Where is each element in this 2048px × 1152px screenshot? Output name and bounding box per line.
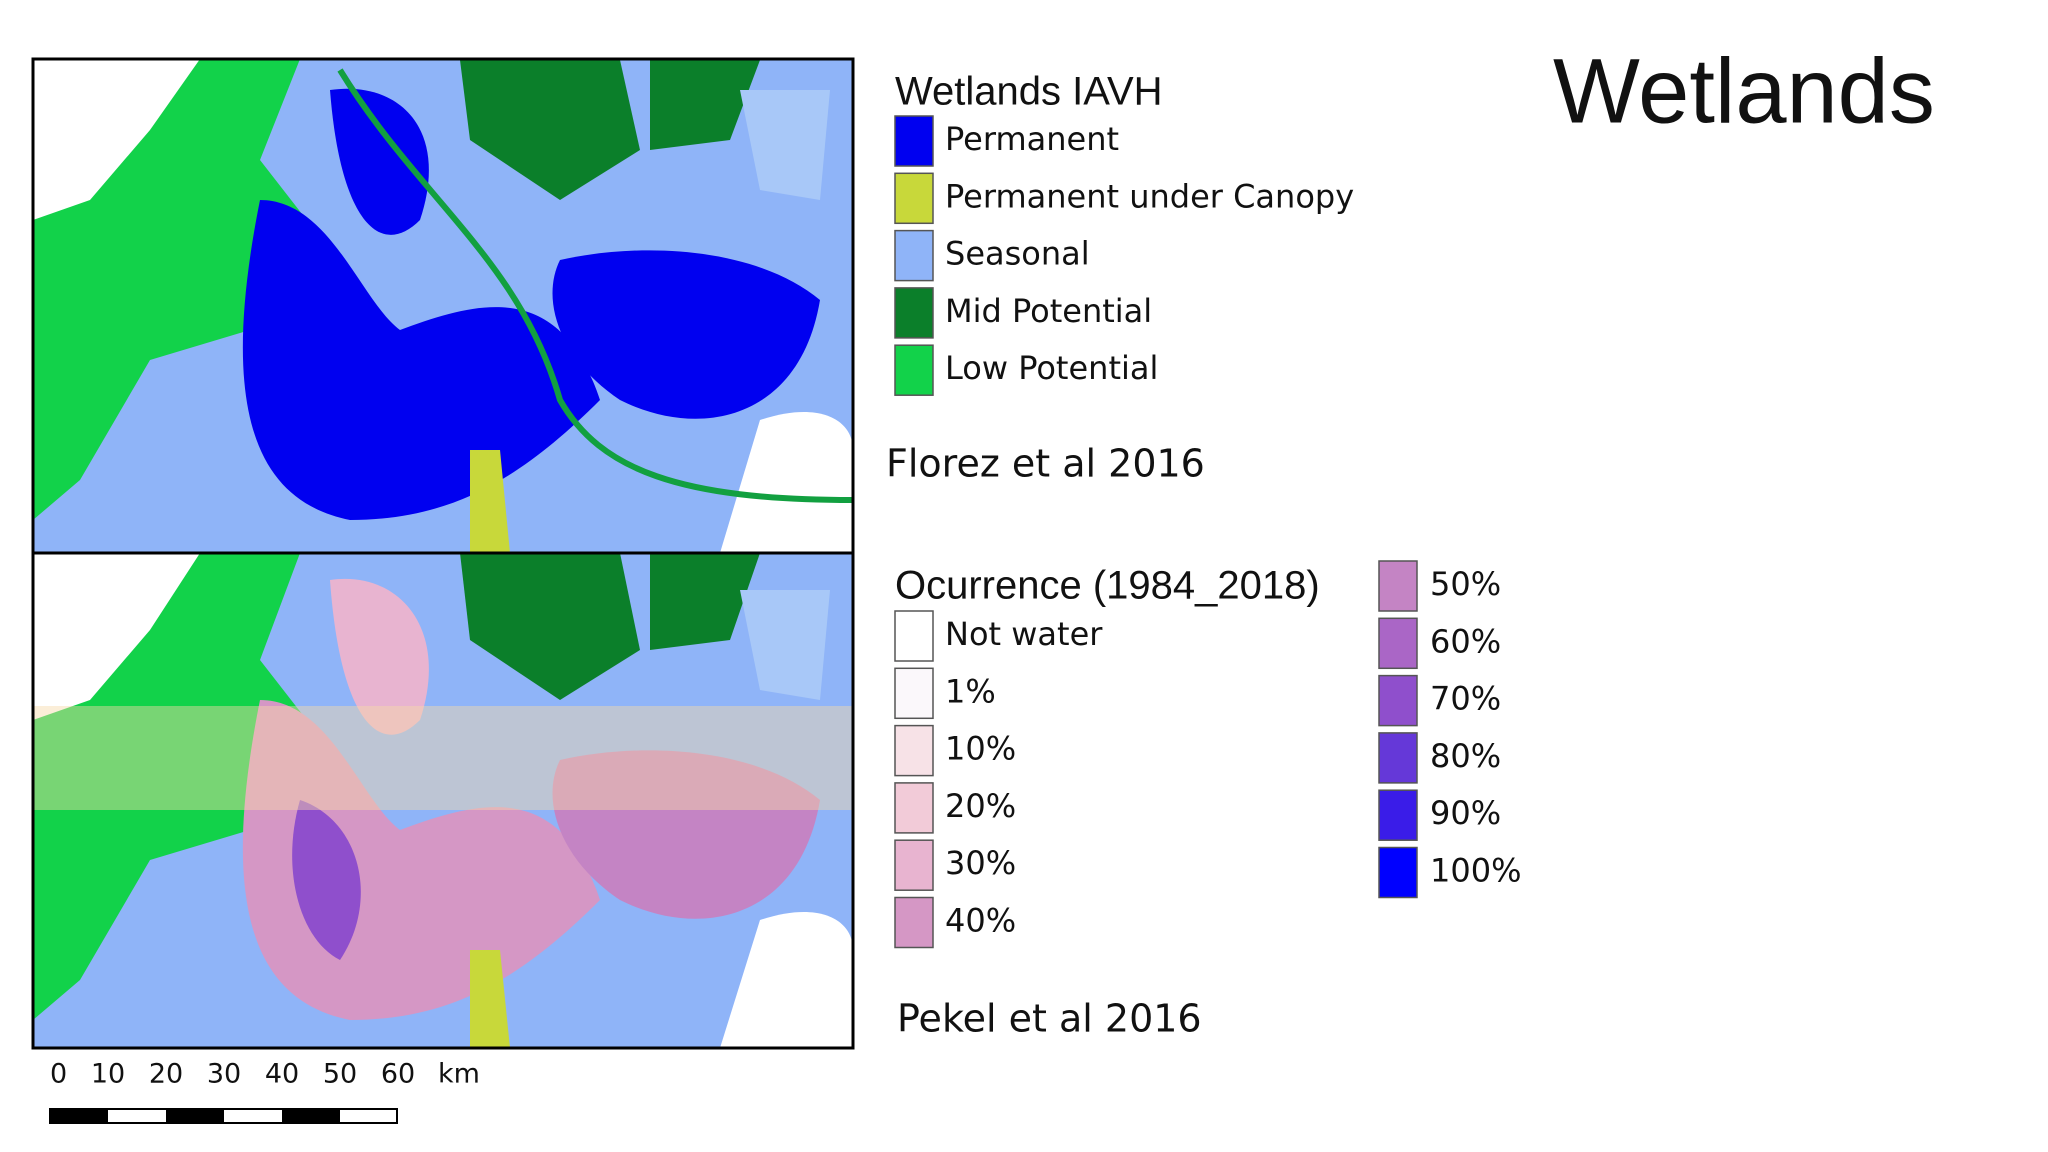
scale-bar bbox=[49, 1108, 398, 1124]
legend-label: 30% bbox=[945, 844, 1016, 882]
scale-label: 60 bbox=[381, 1059, 415, 1090]
scale-unit: km bbox=[438, 1059, 480, 1090]
legend-label: 70% bbox=[1430, 680, 1501, 718]
legend-title: Ocurrence (1984_2018) bbox=[895, 564, 1320, 608]
legend-swatch bbox=[894, 172, 934, 225]
legend-label: 1% bbox=[945, 672, 996, 710]
legend-swatch bbox=[894, 782, 934, 834]
legend-swatch bbox=[894, 724, 934, 777]
scale-label: 30 bbox=[207, 1059, 241, 1090]
scale-label: 40 bbox=[265, 1059, 299, 1090]
legend-label: 100% bbox=[1430, 852, 1521, 890]
legend-label: 60% bbox=[1430, 622, 1501, 660]
scale-label: 0 bbox=[50, 1059, 67, 1090]
legend-label: 10% bbox=[945, 730, 1016, 768]
legend-swatch bbox=[1378, 846, 1418, 899]
scale-label: 50 bbox=[323, 1059, 357, 1090]
source: Pekel et al 2016 bbox=[897, 997, 1202, 1041]
legend-label: Seasonal bbox=[945, 235, 1090, 273]
legend-swatch bbox=[1378, 617, 1418, 670]
legend-title: Wetlands IAVH bbox=[895, 70, 1163, 114]
legend-swatch bbox=[1378, 674, 1418, 727]
legend-label: 20% bbox=[945, 787, 1016, 825]
legend-label: 50% bbox=[1430, 565, 1501, 603]
source: Florez et al 2016 bbox=[886, 442, 1205, 486]
legend-swatch bbox=[894, 667, 934, 720]
legend-label: 80% bbox=[1430, 737, 1501, 775]
legend-label: Mid Potential bbox=[945, 292, 1152, 330]
legend-label: Low Potential bbox=[945, 349, 1158, 387]
scale-label: 10 bbox=[91, 1059, 125, 1090]
legend-label: 90% bbox=[1430, 794, 1501, 832]
legend-swatch bbox=[894, 229, 934, 282]
legend-label: Not water bbox=[945, 615, 1103, 653]
legend-swatch bbox=[894, 115, 934, 167]
legend-swatch bbox=[1378, 732, 1418, 784]
slide-title: Wetlands bbox=[1553, 40, 1935, 142]
legend-label: 40% bbox=[945, 902, 1016, 940]
legend-swatch bbox=[894, 839, 934, 891]
legend-swatch bbox=[1378, 560, 1418, 612]
wetlands-map bbox=[33, 59, 853, 553]
legend-swatch bbox=[894, 896, 934, 949]
legend-label: Permanent under Canopy bbox=[945, 177, 1354, 215]
occurrence-map bbox=[33, 553, 853, 1048]
legend-swatch bbox=[1378, 789, 1418, 841]
map-frame bbox=[31, 551, 855, 1050]
legend-swatch bbox=[894, 344, 934, 396]
legend-label: Permanent bbox=[945, 120, 1119, 158]
legend-swatch bbox=[894, 287, 934, 339]
scale-label: 20 bbox=[149, 1059, 183, 1090]
legend-swatch bbox=[894, 610, 934, 662]
